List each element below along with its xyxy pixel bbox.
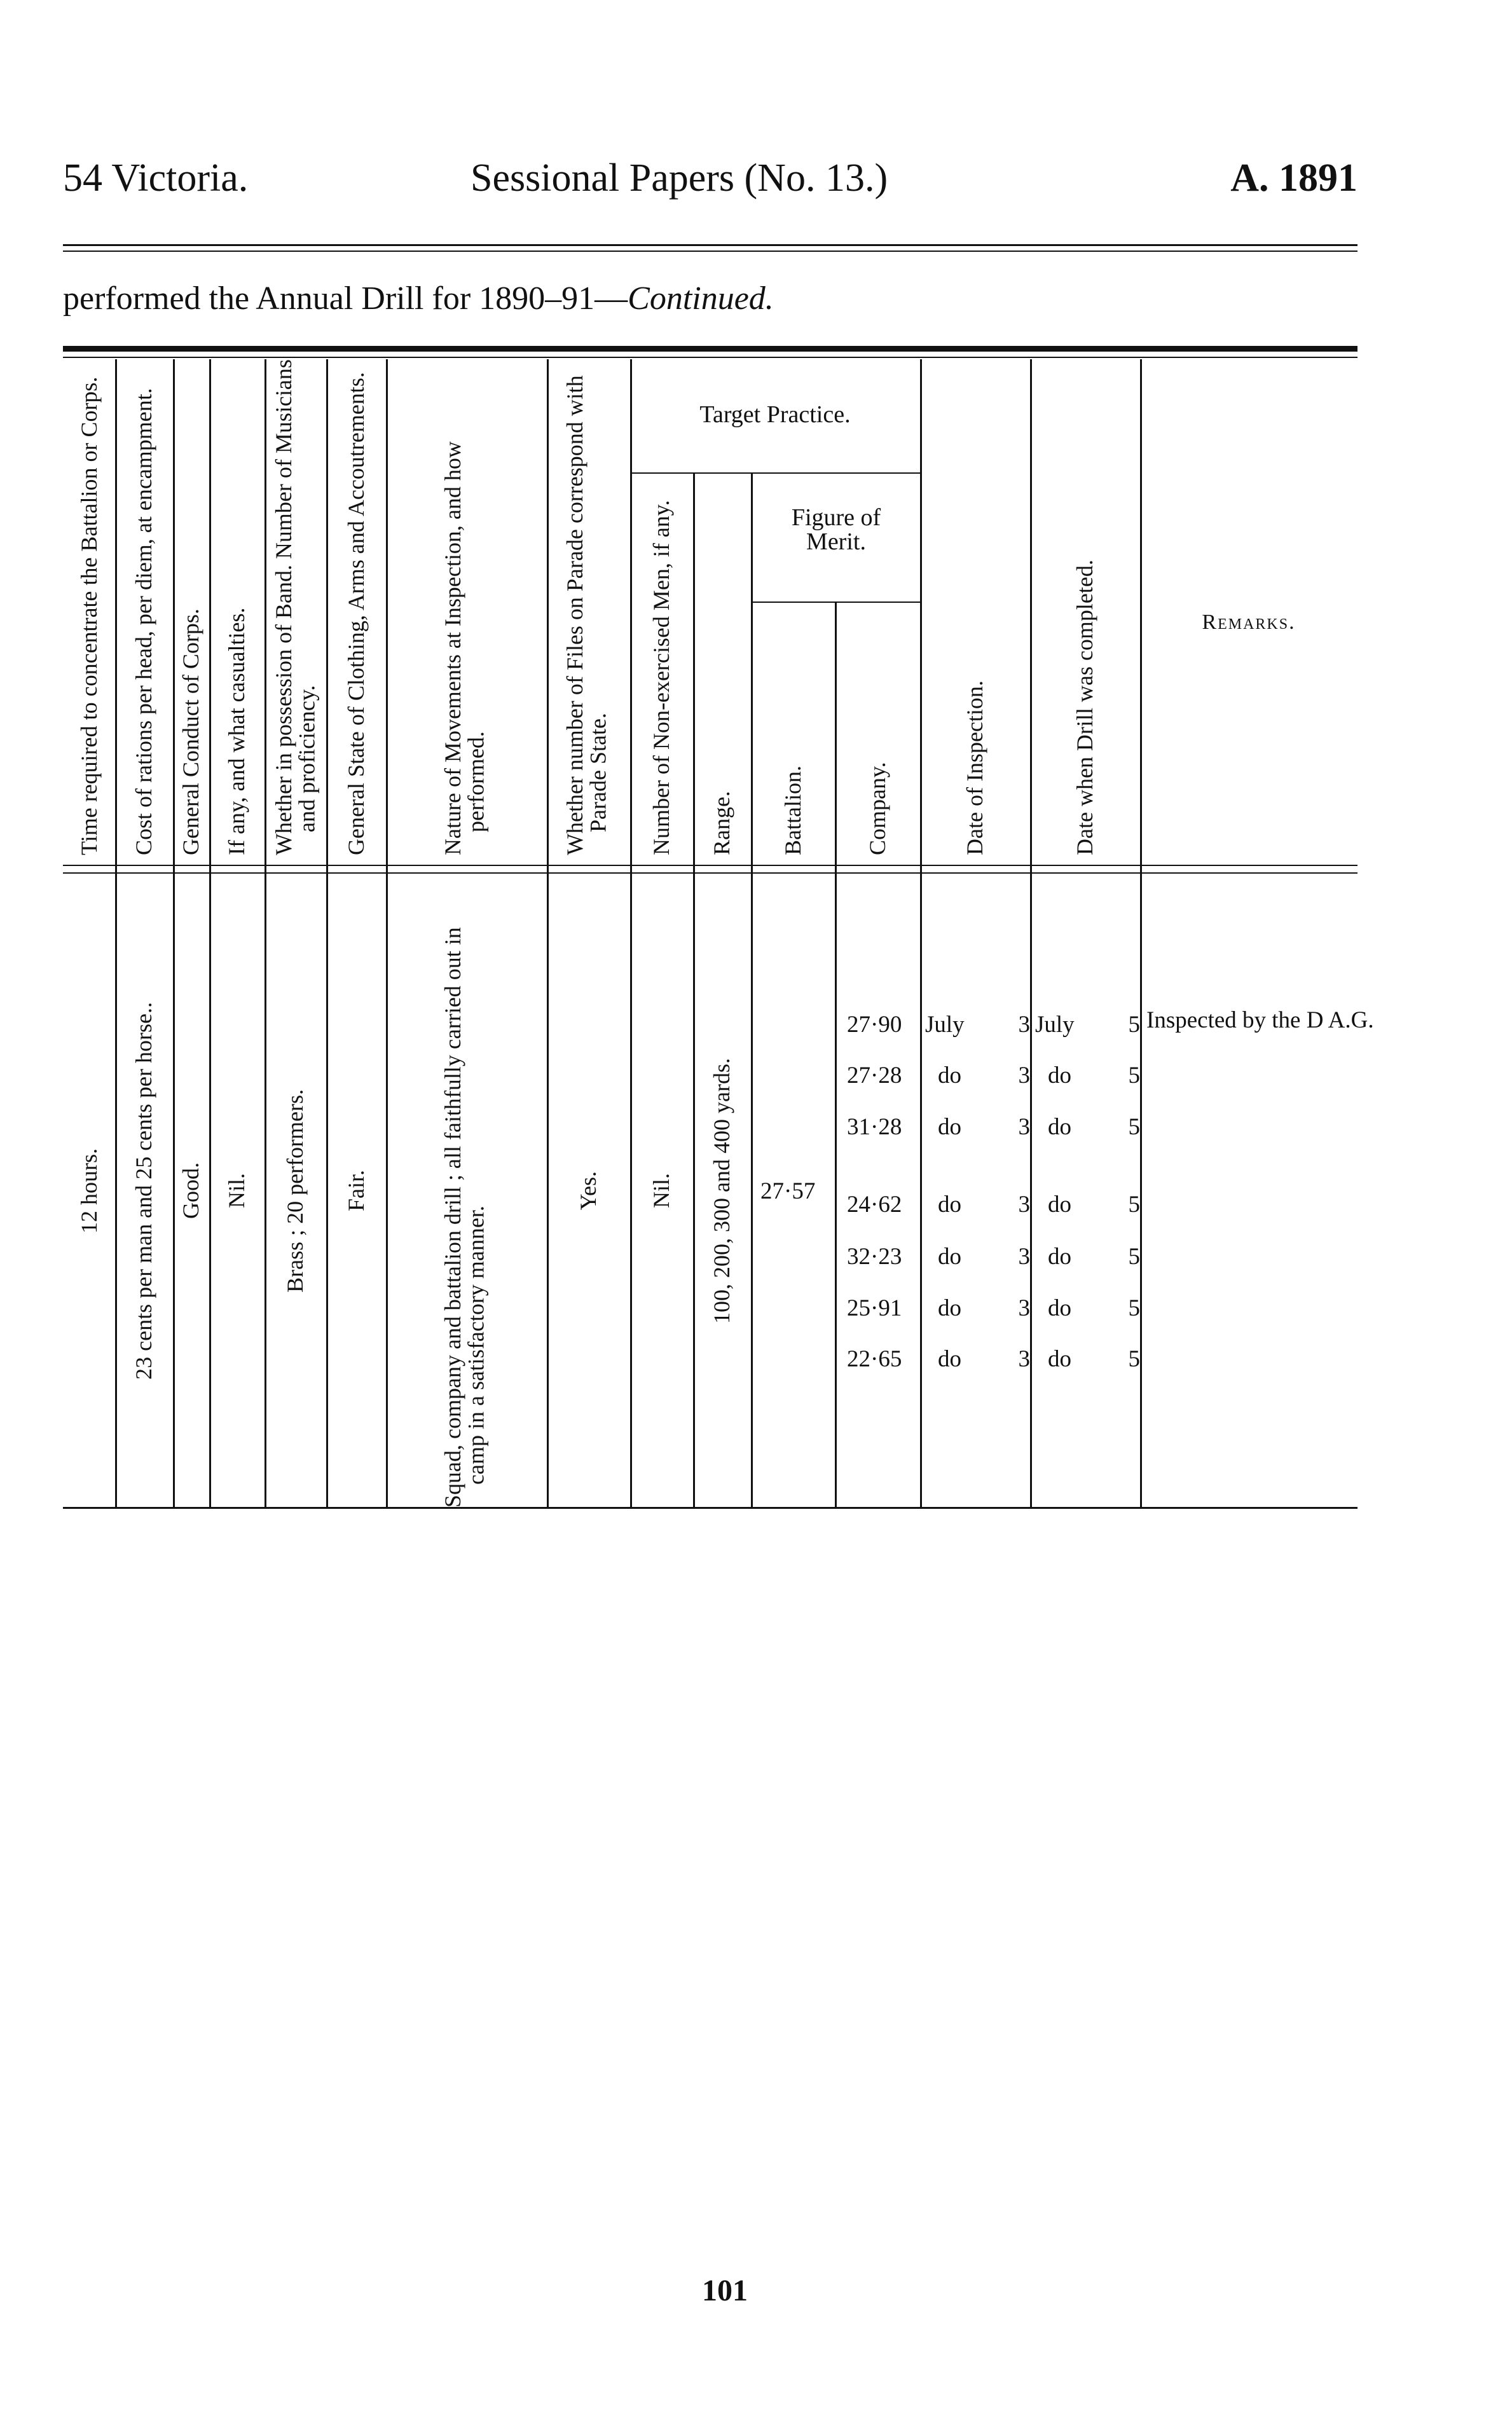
header-left: 54 Victoria.: [63, 156, 249, 200]
column-divider: [326, 359, 328, 1507]
col-header-time: Time required to concentrate the Battali…: [76, 376, 102, 855]
cell-files: Yes.: [575, 1171, 601, 1211]
col-header-cost: Cost of rations per head, per diem, at e…: [131, 388, 157, 855]
col-header-files: Whether number of Files on Parade corres…: [561, 375, 611, 855]
col-header-conduct: General Conduct of Corps.: [178, 608, 204, 855]
date-inspection: do 3: [938, 1295, 1030, 1321]
table-caption: performed the Annual Drill for 1890–91—C…: [63, 280, 774, 317]
caption-continued: Continued.: [628, 280, 774, 317]
col-header-date-inspection: Date of Inspection.: [962, 680, 988, 855]
table-top-rule: [63, 346, 1357, 352]
column-divider: [1140, 359, 1142, 1507]
date-inspection: do 3: [938, 1192, 1030, 1218]
table-bottom-rule: [63, 1507, 1357, 1509]
cell-range: 100, 200, 300 and 400 yards.: [709, 1057, 735, 1324]
page-number: 101: [702, 2274, 748, 2307]
company-merit: 22·65: [847, 1346, 902, 1372]
column-divider: [693, 472, 695, 1507]
col-header-range: Range.: [709, 791, 735, 855]
col-header-company: Company.: [864, 762, 890, 855]
column-divider: [751, 472, 753, 1507]
date-inspection: do 3: [938, 1114, 1030, 1140]
column-divider: [547, 359, 549, 1507]
cell-conduct: Good.: [178, 1162, 204, 1219]
cell-band: Brass ; 20 performers.: [282, 1089, 308, 1293]
target-practice-rule: [630, 472, 920, 474]
column-divider: [920, 359, 922, 1507]
date-completed: do 5: [1048, 1114, 1140, 1140]
column-divider: [265, 359, 266, 1507]
cell-clothing: Fair.: [343, 1169, 369, 1211]
header-bottom-rule: [63, 865, 1357, 866]
col-header-date-completed: Date when Drill was completed.: [1072, 560, 1098, 855]
col-header-clothing: General State of Clothing, Arms and Acco…: [343, 372, 369, 855]
column-divider: [173, 359, 175, 1507]
company-merit: 27·90: [847, 1012, 902, 1038]
cell-cost: 23 cents per man and 25 cents per horse.…: [131, 1001, 157, 1380]
column-divider: [386, 359, 388, 1507]
col-header-figure-of-merit: Figure of Merit.: [791, 504, 881, 555]
cell-non-exercised: Nil.: [649, 1172, 675, 1208]
cell-remarks: Inspected by the D A.G.: [1146, 1007, 1374, 1033]
cell-time: 12 hours.: [76, 1148, 102, 1234]
company-merit: 25·91: [847, 1295, 902, 1321]
header-right: A. 1891: [1230, 156, 1357, 200]
company-merit: 24·62: [847, 1192, 902, 1218]
date-completed: do 5: [1048, 1346, 1140, 1372]
cell-movements: Squad, company and battalion drill ; all…: [439, 926, 489, 1508]
date-inspection: do 3: [938, 1346, 1030, 1372]
table-top-rule: [63, 357, 1357, 358]
header-rule: [63, 251, 1357, 252]
cell-battalion-merit: 27·57: [760, 1178, 816, 1204]
column-divider: [630, 359, 632, 1507]
date-completed: do 5: [1048, 1244, 1140, 1270]
company-merit: 32·23: [847, 1244, 902, 1270]
date-completed: July 5: [1035, 1012, 1140, 1038]
header-rule: [63, 244, 1357, 246]
company-merit: 27·28: [847, 1062, 902, 1089]
column-divider: [835, 602, 837, 1507]
col-header-casualties: If any, and what casualties.: [224, 607, 250, 855]
date-inspection: do 3: [938, 1244, 1030, 1270]
company-merit: 31·28: [847, 1114, 902, 1140]
col-header-movements: Nature of Movements at Inspection, and h…: [439, 441, 489, 855]
date-inspection: do 3: [938, 1062, 1030, 1089]
column-divider: [209, 359, 211, 1507]
date-completed: do 5: [1048, 1062, 1140, 1089]
col-header-remarks: Remarks.: [1202, 610, 1296, 634]
column-divider: [115, 359, 117, 1507]
col-header-band: Whether in possession of Band. Number of…: [270, 359, 320, 855]
date-completed: do 5: [1048, 1192, 1140, 1218]
col-header-non-exercised: Number of Non-exercised Men, if any.: [649, 500, 675, 855]
date-completed: do 5: [1048, 1295, 1140, 1321]
caption-text: performed the Annual Drill for 1890–91—: [63, 280, 628, 317]
header-center: Sessional Papers (No. 13.): [471, 156, 888, 200]
col-header-battalion: Battalion.: [780, 766, 806, 855]
column-divider: [1030, 359, 1032, 1507]
col-header-target-practice: Target Practice.: [699, 401, 851, 428]
cell-casualties: Nil.: [224, 1172, 250, 1208]
header-bottom-rule: [63, 872, 1357, 874]
date-inspection: July 3: [925, 1012, 1030, 1038]
